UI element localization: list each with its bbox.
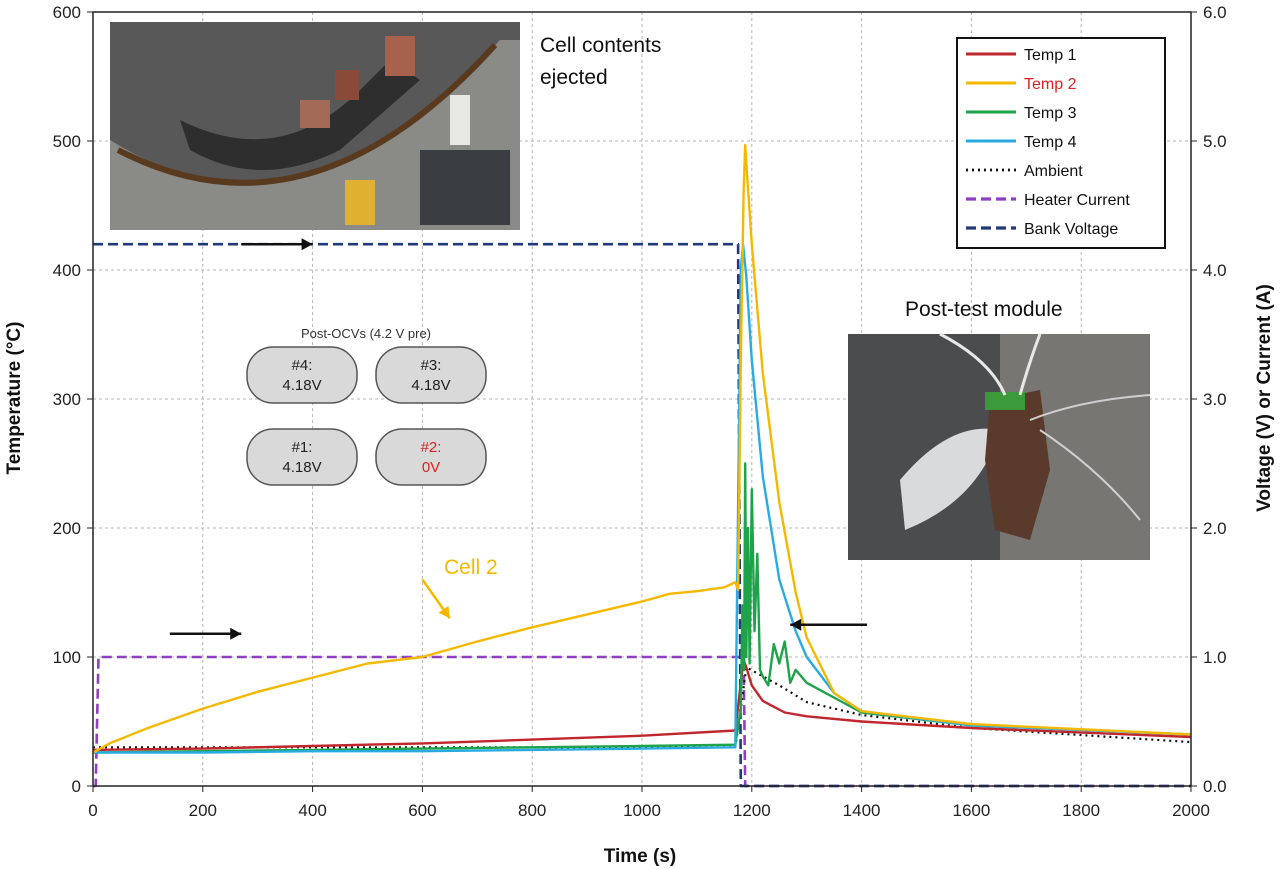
ocv-cell-1-value: 4.18V xyxy=(282,459,321,476)
arrow-layer xyxy=(169,238,868,640)
ocv-cell-1: #1: 4.18V xyxy=(246,428,358,486)
caption-cell-contents-line2: ejected xyxy=(540,66,608,89)
photo-layer xyxy=(110,22,1151,560)
ocv-cell-3-value: 4.18V xyxy=(411,377,450,394)
x-tick-label: 0 xyxy=(88,801,97,820)
y-tick-label: 0 xyxy=(72,777,81,796)
x-tick-label: 1200 xyxy=(733,801,771,820)
y-axis-title: Temperature (°C) xyxy=(4,322,25,475)
y2-axis-title: Voltage (V) or Current (A) xyxy=(1254,284,1275,512)
legend-label: Temp 2 xyxy=(1024,76,1077,93)
annotation-arrow xyxy=(241,238,313,251)
legend-item-temp-2: Temp 2 xyxy=(966,76,1077,93)
ocv-cell-1-id: #1: xyxy=(292,439,313,456)
x-tick-label: 2000 xyxy=(1172,801,1210,820)
y2-tick-label: 5.0 xyxy=(1203,132,1227,151)
y-tick-label: 400 xyxy=(53,261,81,280)
ocv-cell-2-id: #2: xyxy=(421,439,442,456)
ocv-cell-4: #4: 4.18V xyxy=(246,346,358,404)
annotation-arrow xyxy=(790,618,868,631)
series-line-temp-4 xyxy=(93,242,1192,754)
x-tick-label: 1400 xyxy=(843,801,881,820)
x-tick-label: 1800 xyxy=(1062,801,1100,820)
ocv-cell-4-value: 4.18V xyxy=(282,377,321,394)
ocv-panel-title: Post-OCVs (4.2 V pre) xyxy=(301,326,431,341)
ocv-cell-4-id: #4: xyxy=(292,357,313,374)
x-tick-label: 200 xyxy=(189,801,217,820)
ocv-cell-2-value: 0V xyxy=(422,459,440,476)
post-test-module-photo xyxy=(848,332,1151,560)
legend-box xyxy=(956,37,1166,249)
legend-item-temp-3: Temp 3 xyxy=(966,105,1077,122)
y2-tick-label: 4.0 xyxy=(1203,261,1227,280)
y2-tick-label: 6.0 xyxy=(1203,3,1227,22)
legend-label: Temp 4 xyxy=(1024,134,1077,151)
label-cell-2: Cell 2 xyxy=(444,556,498,579)
annotation-arrow xyxy=(421,578,451,620)
x-tick-label: 1000 xyxy=(623,801,661,820)
legend-item-heater-current: Heater Current xyxy=(966,192,1130,209)
series-line-temp-3 xyxy=(92,462,1192,754)
y2-tick-label: 0.0 xyxy=(1203,777,1227,796)
ocv-cell-2: #2: 0V xyxy=(375,428,487,486)
x-tick-label: 600 xyxy=(408,801,436,820)
legend-item-bank-voltage: Bank Voltage xyxy=(966,221,1118,238)
legend-label: Heater Current xyxy=(1024,192,1130,209)
x-tick-label: 800 xyxy=(518,801,546,820)
caption-post-test-module: Post-test module xyxy=(905,298,1063,321)
legend-item-temp-4: Temp 4 xyxy=(966,134,1077,151)
y2-tick-label: 1.0 xyxy=(1203,648,1227,667)
y-tick-label: 300 xyxy=(53,390,81,409)
ejected-contents-photo xyxy=(110,22,520,230)
x-tick-label: 400 xyxy=(298,801,326,820)
annotation-arrow xyxy=(169,627,242,640)
legend-label: Bank Voltage xyxy=(1024,221,1118,238)
x-axis-title: Time (s) xyxy=(604,846,677,867)
legend-label: Ambient xyxy=(1024,163,1083,180)
y-tick-label: 500 xyxy=(53,132,81,151)
ocv-panel: Post-OCVs (4.2 V pre) #4: 4.18V #3: 4.18… xyxy=(246,326,487,486)
caption-cell-contents-line1: Cell contents xyxy=(540,34,661,57)
legend: Temp 1 Temp 2 Temp 3 Temp 4 Ambient Heater Cu… xyxy=(956,37,1166,249)
legend-label: Temp 1 xyxy=(1024,47,1077,64)
y-tick-label: 600 xyxy=(53,3,81,22)
ocv-cell-3: #3: 4.18V xyxy=(375,346,487,404)
legend-item-ambient: Ambient xyxy=(966,163,1083,180)
legend-label: Temp 3 xyxy=(1024,105,1077,122)
legend-item-temp-1: Temp 1 xyxy=(966,47,1077,64)
axis-layer: 0 200 400 600 800 1000 1200 1400 1600 1800 2000 0 10… xyxy=(53,3,1227,820)
series-line-temp-2 xyxy=(92,143,1192,754)
y-tick-label: 200 xyxy=(53,519,81,538)
y2-tick-label: 2.0 xyxy=(1203,519,1227,538)
x-tick-label: 1600 xyxy=(952,801,990,820)
y2-tick-label: 3.0 xyxy=(1203,390,1227,409)
y-tick-label: 100 xyxy=(53,648,81,667)
ocv-cell-3-id: #3: xyxy=(421,357,442,374)
